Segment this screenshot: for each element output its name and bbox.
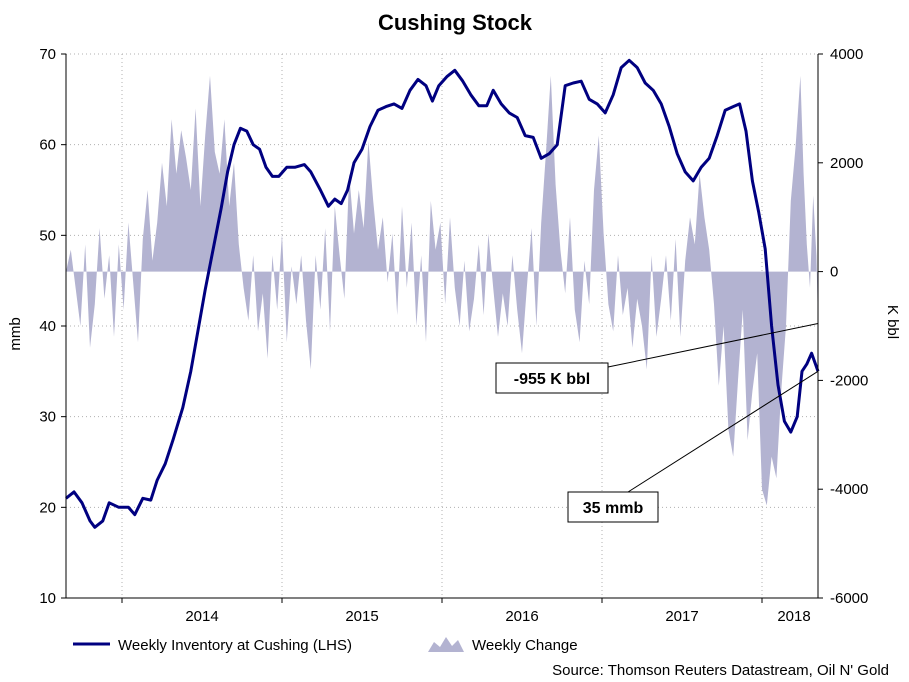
left-tick-label: 50 [39, 227, 56, 244]
callout-box [567, 491, 659, 523]
weekly-inventory-line-series [65, 58, 820, 529]
left-axis-label: mmb [7, 317, 24, 350]
callouts: -955 K bbl 35 mmb [495, 323, 819, 523]
callout-box [495, 362, 609, 394]
callout-label: -955 K bbl [514, 371, 590, 388]
legend-label-weekly-change: Weekly Change [472, 637, 578, 654]
callout-1: 35 mmb [567, 370, 819, 523]
x-tick-label: 2017 [665, 608, 698, 625]
callout-0: -955 K bbl [495, 323, 819, 394]
right-tick-label: 0 [830, 264, 838, 281]
right-axis-label: K bbl [884, 305, 901, 339]
source-note: Source: Thomson Reuters Datastream, Oil … [552, 662, 889, 679]
callout-leader [627, 370, 819, 493]
callout-leader [607, 323, 819, 368]
left-tick-label: 40 [39, 318, 56, 335]
x-tick-label: 2016 [505, 608, 538, 625]
left-tick-label: 30 [39, 409, 56, 426]
x-tick-label: 2014 [185, 608, 218, 625]
right-tick-label: 4000 [830, 46, 863, 63]
right-tick-label: -4000 [830, 481, 868, 498]
right-tick-label: -2000 [830, 372, 868, 389]
left-tick-label: 60 [39, 137, 56, 154]
x-tick-label: 2015 [345, 608, 378, 625]
left-tick-label: 70 [39, 46, 56, 63]
callout-label: 35 mmb [583, 500, 644, 517]
left-tick-label: 20 [39, 499, 56, 516]
legend-swatch-weekly-change [428, 637, 464, 652]
right-tick-label: 2000 [830, 155, 863, 172]
legend: Weekly Inventory at Cushing (LHS) Weekly… [73, 637, 578, 654]
left-axis-ticks: 10 20 30 40 50 60 70 [39, 46, 66, 607]
x-tick-label: 2018 [777, 608, 810, 625]
right-axis-ticks: -6000 -4000 -2000 0 2000 4000 [818, 46, 868, 607]
right-tick-label: -6000 [830, 590, 868, 607]
left-tick-label: 10 [39, 590, 56, 607]
x-axis-ticks: 2014 2015 2016 2017 2018 [121, 598, 811, 625]
weekly-inventory-line [65, 58, 820, 529]
chart-title: Cushing Stock [378, 10, 533, 35]
gridlines [66, 53, 818, 599]
legend-label-inventory: Weekly Inventory at Cushing (LHS) [118, 637, 352, 654]
